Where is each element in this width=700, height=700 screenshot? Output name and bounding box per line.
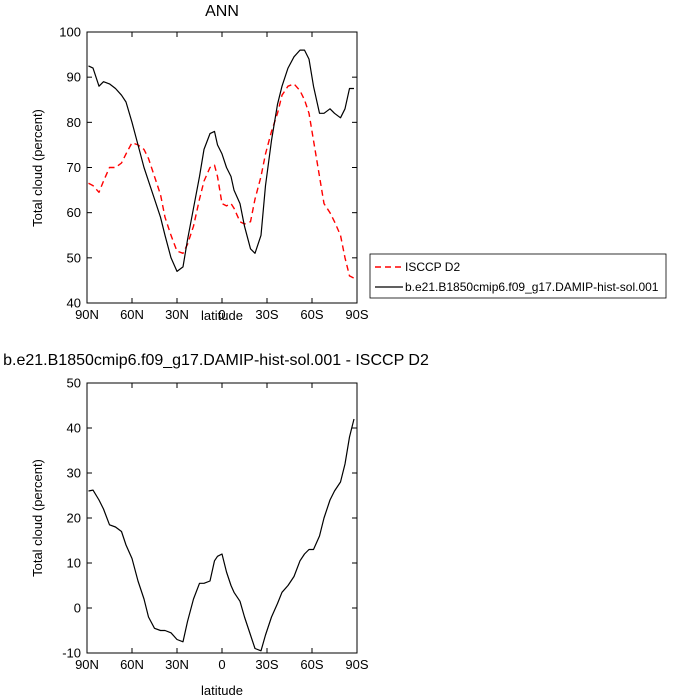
- bottom-ytick-label: 30: [67, 466, 81, 481]
- top-ytick-label: 50: [67, 250, 81, 265]
- bottom-xtick-label: 60S: [300, 657, 323, 672]
- bottom-ytick-label: 0: [74, 601, 81, 616]
- top-ytick-label: 80: [67, 115, 81, 130]
- bottom-chart-title: b.e21.B1850cmip6.f09_g17.DAMIP-hist-sol.…: [3, 352, 429, 369]
- bottom-xtick-label: 90N: [75, 657, 99, 672]
- bottom-ytick-label: 20: [67, 511, 81, 526]
- bottom-plot-frame: [86, 382, 358, 654]
- bottom-xtick-label: 30S: [255, 657, 278, 672]
- bottom-ytick-label: -10: [62, 646, 81, 661]
- top-xtick-label: 60S: [300, 307, 323, 322]
- bottom-xtick-label: 30N: [165, 657, 189, 672]
- bottom-series-line-0: [88, 418, 355, 652]
- legend: ISCCP D2 b.e21.B1850cmip6.f09_g17.DAMIP-…: [369, 253, 667, 299]
- bottom-xtick-label: 60N: [120, 657, 144, 672]
- bottom-xtick-label: 0: [218, 657, 225, 672]
- bottom-ytick-label: 10: [67, 556, 81, 571]
- top-chart-title: ANN: [205, 3, 239, 20]
- bottom-ytick-label: 40: [67, 421, 81, 436]
- top-xtick-label: 90N: [75, 307, 99, 322]
- top-xtick-label: 60N: [120, 307, 144, 322]
- top-xlabel: latitude: [201, 308, 243, 323]
- top-xtick-label: 90S: [345, 307, 368, 322]
- legend-label-isccp: ISCCP D2: [405, 260, 460, 274]
- top-ytick-label: 60: [67, 205, 81, 220]
- bottom-ytick-label: 50: [67, 376, 81, 391]
- bottom-axes: 90N 60N 30N 0 30S 60S 90S -10 0 10 20 30 40 50: [62, 376, 369, 673]
- top-chart: ANN 90N 60N 30N 0 30S 60S 90S 40 50 60 70 80 90 100 l…: [30, 3, 369, 323]
- bottom-chart: b.e21.B1850cmip6.f09_g17.DAMIP-hist-sol.…: [3, 352, 429, 698]
- bottom-ylabel: Total cloud (percent): [30, 459, 45, 577]
- legend-box: [369, 253, 667, 299]
- top-series-line-1: [88, 49, 354, 272]
- top-series-group: [88, 49, 355, 279]
- top-ylabel: Total cloud (percent): [30, 109, 45, 227]
- top-ytick-label: 70: [67, 160, 81, 175]
- bottom-xtick-label: 90S: [345, 657, 368, 672]
- top-xtick-label: 30N: [165, 307, 189, 322]
- top-ytick-label: 90: [67, 70, 81, 85]
- top-xtick-label: 0: [218, 307, 225, 322]
- top-ytick-label: 100: [59, 25, 81, 40]
- bottom-series-group: [88, 418, 355, 652]
- top-plot-frame: [86, 31, 358, 304]
- top-axes: 90N 60N 30N 0 30S 60S 90S 40 50 60 70 80 90 100: [59, 25, 369, 323]
- top-xtick-label: 30S: [255, 307, 278, 322]
- top-ytick-label: 40: [67, 296, 81, 311]
- bottom-xlabel: latitude: [201, 683, 243, 698]
- top-series-line-0: [88, 83, 355, 279]
- legend-label-model: b.e21.B1850cmip6.f09_g17.DAMIP-hist-sol.…: [405, 280, 659, 294]
